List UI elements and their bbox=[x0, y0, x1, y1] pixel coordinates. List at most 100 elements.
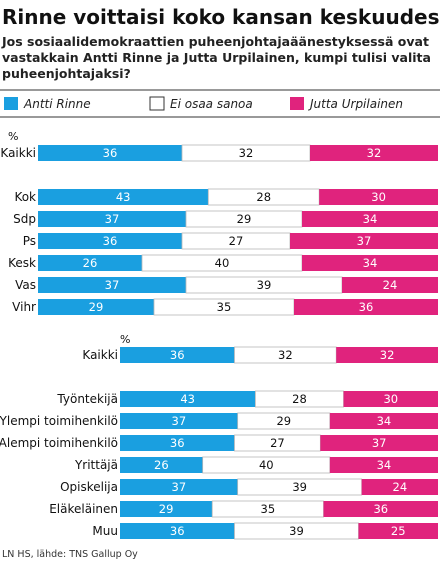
chart2-ylempi-toimihenkilo-bar-antti-rinne bbox=[120, 413, 238, 429]
chart2-opiskelija-value-jutta-urpilainen: 24 bbox=[393, 480, 408, 494]
chart2-yrittaja-value-antti-rinne: 26 bbox=[154, 458, 169, 472]
chart2-ylempi-toimihenkilo-label: Ylempi toimihenkilö bbox=[0, 414, 118, 428]
chart2-elakelainen-value-antti-rinne: 29 bbox=[159, 502, 174, 516]
chart-title: Rinne voittaisi koko kansan keskuudessa bbox=[2, 5, 440, 29]
chart2-opiskelija-value-antti-rinne: 37 bbox=[172, 480, 187, 494]
chart1-vihr-value-ei-osaa-sanoa: 35 bbox=[217, 300, 232, 314]
chart2-opiskelija-value-ei-osaa-sanoa: 39 bbox=[292, 480, 307, 494]
chart2-yrittaja-value-jutta-urpilainen: 34 bbox=[377, 458, 392, 472]
chart1-ps-bar-antti-rinne bbox=[38, 233, 182, 249]
chart2-kaikki-bar-jutta-urpilainen bbox=[336, 347, 438, 363]
chart2-tyontekija-label: Työntekijä bbox=[56, 392, 118, 406]
chart1-kok-label: Kok bbox=[14, 190, 36, 204]
legend-swatch-rinne bbox=[4, 97, 18, 110]
chart1-kesk-value-antti-rinne: 26 bbox=[83, 256, 98, 270]
chart1-vas-value-ei-osaa-sanoa: 39 bbox=[257, 278, 272, 292]
legend-swatch-eos bbox=[149, 96, 165, 111]
chart1-ps-value-ei-osaa-sanoa: 27 bbox=[229, 234, 244, 248]
chart1-vas-label: Vas bbox=[15, 278, 36, 292]
chart2-kaikki-value-ei-osaa-sanoa: 32 bbox=[278, 348, 293, 362]
chart1-ps-value-jutta-urpilainen: 37 bbox=[357, 234, 372, 248]
chart1-kok-value-jutta-urpilainen: 30 bbox=[371, 190, 386, 204]
chart2-tyontekija-bar-jutta-urpilainen bbox=[343, 391, 438, 407]
chart2-muu-value-ei-osaa-sanoa: 39 bbox=[289, 524, 304, 538]
chart2-muu-value-jutta-urpilainen: 25 bbox=[391, 524, 406, 538]
chart1-kok-value-ei-osaa-sanoa: 28 bbox=[256, 190, 271, 204]
chart1-vas-bar-antti-rinne bbox=[38, 277, 186, 293]
chart1-vihr-label: Vihr bbox=[12, 300, 36, 314]
chart2-kaikki-value-antti-rinne: 36 bbox=[170, 348, 185, 362]
chart1-vas-value-antti-rinne: 37 bbox=[105, 278, 120, 292]
chart1-kesk-bar-jutta-urpilainen bbox=[302, 255, 438, 271]
chart1-vihr-bar-antti-rinne bbox=[38, 299, 154, 315]
chart1-kesk-value-jutta-urpilainen: 34 bbox=[363, 256, 378, 270]
chart2-tyontekija-value-ei-osaa-sanoa: 28 bbox=[292, 392, 307, 406]
chart1-kok-bar-antti-rinne bbox=[38, 189, 209, 205]
subtitle-line-3: puheenjohtajaksi? bbox=[2, 66, 131, 81]
chart1-vihr-value-jutta-urpilainen: 36 bbox=[359, 300, 374, 314]
chart2-kaikki-value-jutta-urpilainen: 32 bbox=[380, 348, 395, 362]
chart1-kaikki-bar-antti-rinne bbox=[38, 145, 182, 161]
chart2-alempi-toimihenkilo-value-antti-rinne: 36 bbox=[170, 436, 185, 450]
chart2-ylempi-toimihenkilo-value-ei-osaa-sanoa: 29 bbox=[276, 414, 291, 428]
percent-sign-1: % bbox=[8, 130, 18, 143]
chart2-kaikki-label: Kaikki bbox=[82, 348, 118, 362]
chart1-vas-bar-jutta-urpilainen bbox=[342, 277, 438, 293]
chart1-sdp-value-ei-osaa-sanoa: 29 bbox=[237, 212, 252, 226]
chart2-alempi-toimihenkilo-label: Alempi toimihenkilö bbox=[0, 436, 118, 450]
bars-layer: Kaikki 36 32 32 Kok 43 28 30 Sdp 37 29 34 Ps 36 27 37 Ke… bbox=[0, 144, 438, 540]
chart1-kaikki-value-jutta-urpilainen: 32 bbox=[367, 146, 382, 160]
chart1-vihr-bar-jutta-urpilainen bbox=[294, 299, 438, 315]
chart2-ylempi-toimihenkilo-bar-jutta-urpilainen bbox=[329, 413, 438, 429]
chart2-elakelainen-bar-antti-rinne bbox=[120, 501, 213, 517]
chart1-ps-label: Ps bbox=[23, 234, 36, 248]
chart1-kaikki-label: Kaikki bbox=[0, 146, 36, 160]
legend-label-rinne: Antti Rinne bbox=[23, 97, 91, 111]
chart2-opiskelija-bar-antti-rinne bbox=[120, 479, 238, 495]
legend-swatch-urpilainen bbox=[290, 97, 304, 110]
chart2-tyontekija-value-antti-rinne: 43 bbox=[180, 392, 195, 406]
chart2-alempi-toimihenkilo-bar-antti-rinne bbox=[120, 435, 235, 451]
legend-label-eos: Ei osaa sanoa bbox=[170, 97, 253, 111]
chart2-muu-bar-antti-rinne bbox=[120, 523, 235, 539]
chart2-elakelainen-value-jutta-urpilainen: 36 bbox=[373, 502, 388, 516]
percent-sign-2: % bbox=[120, 333, 130, 346]
chart2-yrittaja-bar-antti-rinne bbox=[120, 457, 203, 473]
chart2-yrittaja-label: Yrittäjä bbox=[74, 458, 118, 472]
chart2-muu-bar-jutta-urpilainen bbox=[358, 523, 438, 539]
chart1-kok-value-antti-rinne: 43 bbox=[116, 190, 131, 204]
chart2-muu-label: Muu bbox=[92, 524, 118, 538]
chart2-ylempi-toimihenkilo-value-antti-rinne: 37 bbox=[172, 414, 187, 428]
chart1-sdp-value-jutta-urpilainen: 34 bbox=[363, 212, 378, 226]
chart1-kok-bar-jutta-urpilainen bbox=[319, 189, 438, 205]
chart1-kesk-value-ei-osaa-sanoa: 40 bbox=[215, 256, 230, 270]
chart1-kaikki-value-antti-rinne: 36 bbox=[103, 146, 118, 160]
chart1-kesk-bar-antti-rinne bbox=[38, 255, 142, 271]
chart2-kaikki-bar-antti-rinne bbox=[120, 347, 235, 363]
chart1-sdp-label: Sdp bbox=[13, 212, 36, 226]
chart2-alempi-toimihenkilo-value-jutta-urpilainen: 37 bbox=[372, 436, 387, 450]
chart1-kesk-label: Kesk bbox=[8, 256, 36, 270]
chart2-opiskelija-label: Opiskelija bbox=[60, 480, 118, 494]
chart1-sdp-value-antti-rinne: 37 bbox=[105, 212, 120, 226]
chart2-opiskelija-bar-jutta-urpilainen bbox=[361, 479, 438, 495]
chart1-ps-bar-jutta-urpilainen bbox=[290, 233, 438, 249]
chart2-elakelainen-bar-jutta-urpilainen bbox=[323, 501, 438, 517]
chart2-tyontekija-value-jutta-urpilainen: 30 bbox=[383, 392, 398, 406]
subtitle-line-1: Jos sosiaalidemokraattien puheenjohtajaä… bbox=[1, 34, 429, 49]
subtitle-line-2: vastakkain Antti Rinne ja Jutta Urpilain… bbox=[2, 50, 431, 65]
source-note: LN HS, lähde: TNS Gallup Oy bbox=[2, 549, 138, 560]
chart2-yrittaja-value-ei-osaa-sanoa: 40 bbox=[259, 458, 274, 472]
chart2-yrittaja-bar-jutta-urpilainen bbox=[329, 457, 438, 473]
chart1-kaikki-bar-jutta-urpilainen bbox=[310, 145, 438, 161]
chart2-elakelainen-label: Eläkeläinen bbox=[49, 502, 118, 516]
legend-label-urpilainen: Jutta Urpilainen bbox=[308, 97, 403, 111]
chart1-vas-value-jutta-urpilainen: 24 bbox=[383, 278, 398, 292]
chart1-ps-value-antti-rinne: 36 bbox=[103, 234, 118, 248]
chart1-sdp-bar-jutta-urpilainen bbox=[302, 211, 438, 227]
chart2-alempi-toimihenkilo-bar-jutta-urpilainen bbox=[320, 435, 438, 451]
chart2-ylempi-toimihenkilo-value-jutta-urpilainen: 34 bbox=[377, 414, 392, 428]
chart2-alempi-toimihenkilo-value-ei-osaa-sanoa: 27 bbox=[270, 436, 285, 450]
chart2-tyontekija-bar-antti-rinne bbox=[120, 391, 256, 407]
